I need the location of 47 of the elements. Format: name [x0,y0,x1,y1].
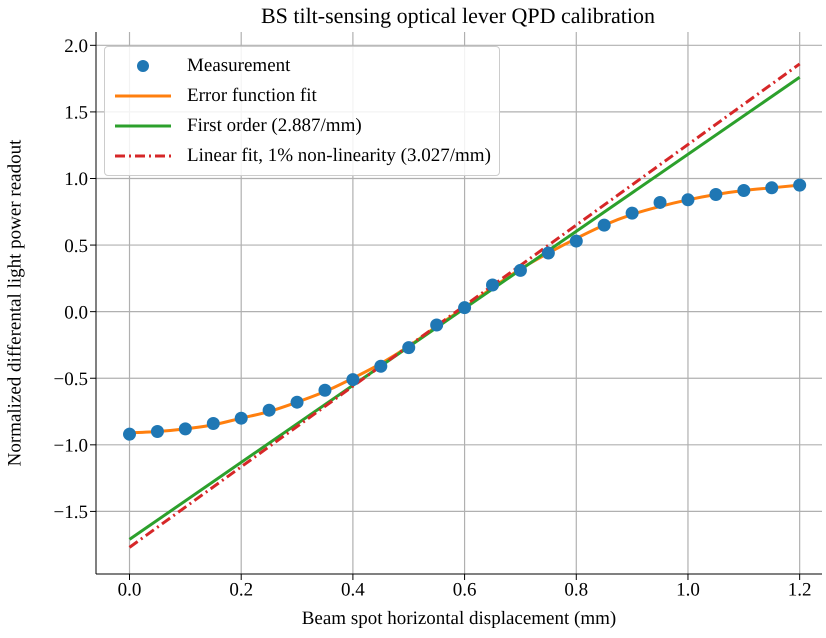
point [430,318,444,332]
point [514,264,527,277]
point [374,360,388,373]
x-tick-label: 0.6 [452,579,476,600]
y-tick-label: −0.5 [54,368,88,390]
x-axis-title: Beam spot horizontal displacement (mm) [302,608,616,629]
y-tick-label: −1.5 [54,502,88,524]
legend-label: Measurement [187,55,290,77]
point [234,412,248,425]
legend-label: First order (2.887/mm) [187,115,362,137]
x-tick-label: 0.8 [564,579,588,600]
point [598,218,611,232]
point [262,404,276,417]
y-axis-title: Normalized differental light power readout [4,138,26,466]
point [626,206,639,220]
point [402,341,416,354]
point [765,181,778,194]
point [709,188,722,201]
x-tick-label: 1.0 [676,579,700,600]
x-tick-label: 0.4 [341,579,366,600]
point [318,384,332,397]
legend-label: Linear fit, 1% non-linearity (3.027/mm) [187,145,491,167]
y-tick-label: −1.0 [54,436,88,457]
point [681,193,694,206]
legend-label: Error function fit [187,85,317,107]
point [486,278,500,292]
x-tick-label: 1.2 [788,579,812,600]
y-tick-label: 0.0 [64,302,88,324]
y-tick-label: 1.5 [64,102,88,124]
point [346,373,360,386]
y-tick-label: 2.0 [64,36,88,58]
point [793,178,806,192]
point [290,396,304,409]
point [570,234,583,248]
x-tick-label: 0.0 [118,579,142,600]
chart-title: BS tilt-sensing optical lever QPD calibration [260,2,656,30]
point [178,422,192,436]
x-tick-label: 0.2 [229,579,254,600]
point [206,417,220,430]
point [654,196,667,209]
point [150,425,164,438]
point [737,184,750,197]
point [542,246,555,260]
y-tick-label: 1.0 [64,169,88,190]
y-tick-label: 0.5 [64,236,88,257]
point [458,301,472,314]
point [123,428,136,441]
